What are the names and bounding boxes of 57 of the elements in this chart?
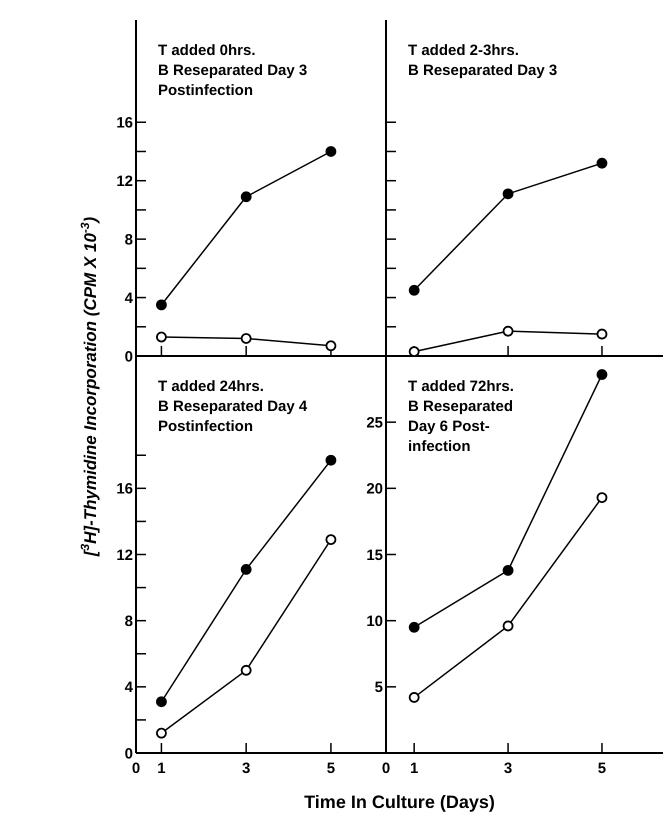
point bbox=[408, 622, 420, 633]
y-tick-label: 15 bbox=[366, 546, 383, 564]
x-tick-label: 1 bbox=[157, 760, 166, 777]
annotation: infection bbox=[408, 438, 470, 455]
point bbox=[596, 369, 608, 380]
y-tick-label: 25 bbox=[366, 414, 383, 432]
point bbox=[596, 158, 608, 169]
point bbox=[156, 332, 167, 342]
annotation: B Reseparated bbox=[408, 398, 514, 415]
y-tick-label: 0 bbox=[124, 745, 133, 762]
y-tick-label: 4 bbox=[124, 679, 134, 696]
point bbox=[326, 534, 336, 546]
y-tick-label: 5 bbox=[374, 679, 383, 696]
point bbox=[596, 492, 608, 503]
annotation: Day 6 Post- bbox=[408, 418, 490, 435]
point bbox=[408, 692, 420, 703]
point bbox=[502, 564, 514, 576]
x-tick-label: 5 bbox=[326, 760, 336, 777]
annotation: T added 72hrs. bbox=[408, 378, 514, 395]
x-tick-label: 3 bbox=[242, 760, 250, 777]
point bbox=[156, 728, 167, 739]
point bbox=[408, 284, 420, 296]
y-tick-label: 10 bbox=[366, 612, 383, 630]
y-tick-label: 8 bbox=[124, 612, 133, 630]
y-tick-label: 0 bbox=[124, 348, 133, 366]
y-tick-label: 20 bbox=[366, 480, 383, 498]
point bbox=[156, 696, 167, 708]
point bbox=[326, 146, 336, 157]
point bbox=[502, 326, 514, 337]
point bbox=[240, 333, 252, 344]
point bbox=[326, 340, 336, 352]
y-tick-label: 16 bbox=[116, 114, 133, 132]
point bbox=[240, 564, 252, 575]
point bbox=[240, 664, 252, 676]
point bbox=[502, 620, 514, 632]
point bbox=[326, 454, 336, 466]
point bbox=[596, 328, 608, 340]
y-tick-label: 16 bbox=[116, 480, 133, 498]
annotation: Postinfection bbox=[158, 82, 254, 99]
annotation: B Reseparated Day 4 bbox=[158, 398, 308, 415]
annotation: B Reseparated Day 3 bbox=[408, 62, 558, 79]
y-tick-label: 4 bbox=[124, 290, 134, 307]
annotation: T added 24hrs. bbox=[158, 378, 264, 395]
annotation: T added 2-3hrs. bbox=[408, 42, 519, 59]
point bbox=[156, 299, 167, 310]
annotation: Postinfection bbox=[158, 418, 254, 435]
x-axis-title: Time In Culture (Days) bbox=[304, 792, 495, 812]
annotation: T added 0hrs. bbox=[158, 42, 256, 59]
x-tick-label: 5 bbox=[598, 760, 606, 777]
y-tick-label: 12 bbox=[116, 546, 133, 564]
point bbox=[240, 191, 252, 202]
point bbox=[502, 188, 514, 200]
x-tick-label: 3 bbox=[504, 760, 512, 777]
y-tick-label: 12 bbox=[116, 172, 133, 190]
x-tick-label: 1 bbox=[410, 760, 418, 777]
y-tick-label: 8 bbox=[124, 231, 133, 248]
annotation: B Reseparated Day 3 bbox=[158, 62, 308, 79]
